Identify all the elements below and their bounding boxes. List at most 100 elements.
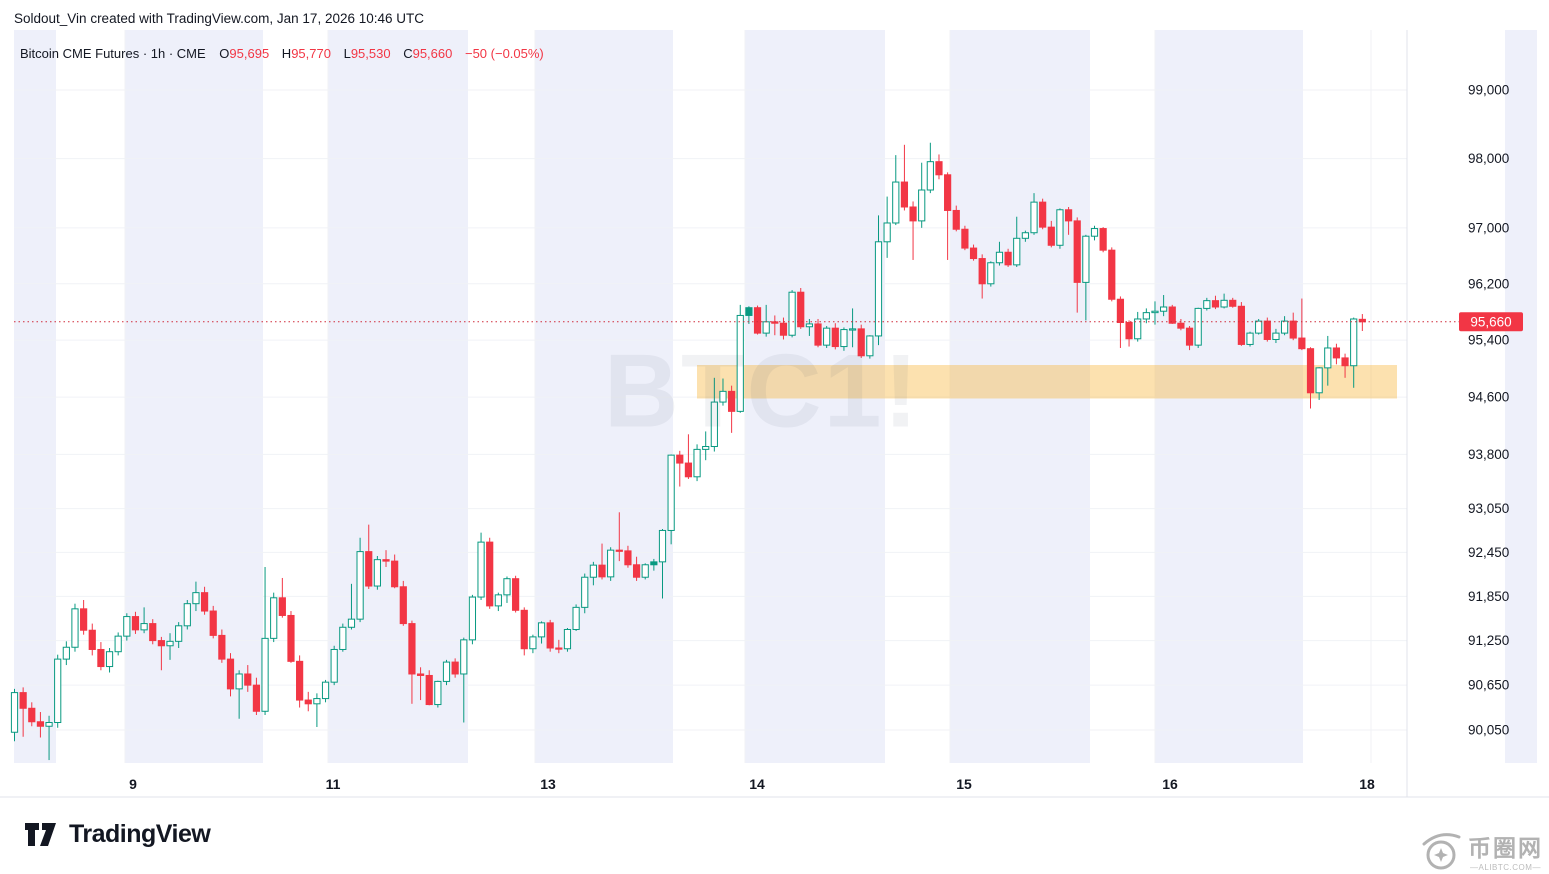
candle-body xyxy=(1306,348,1315,394)
candle-body xyxy=(235,673,243,690)
candle-body xyxy=(1151,310,1159,314)
candle-body xyxy=(339,626,347,650)
candle-body xyxy=(1220,299,1228,308)
price-axis-label: 91,850 xyxy=(1468,589,1509,604)
candle-body xyxy=(589,564,597,578)
candle-body xyxy=(969,247,978,260)
candle-body xyxy=(1142,312,1150,320)
candle-body xyxy=(10,692,19,733)
candle-body xyxy=(978,258,986,285)
candle-body xyxy=(36,721,45,727)
high-label: H xyxy=(281,46,292,61)
candle-body xyxy=(779,322,788,336)
candle-body xyxy=(503,578,511,596)
candle-body xyxy=(883,222,891,243)
symbol-watermark: BTC1! xyxy=(603,333,921,450)
highlight-zone xyxy=(697,365,1397,399)
candle-body xyxy=(1185,327,1194,346)
candle-body xyxy=(935,161,943,176)
candle-body xyxy=(1134,318,1142,340)
candle-body xyxy=(1004,251,1012,266)
price-axis-label: 96,200 xyxy=(1468,276,1509,291)
candle-body xyxy=(321,681,330,700)
tradingview-logo-icon xyxy=(25,822,56,846)
candle-body xyxy=(693,448,701,478)
candle-body xyxy=(615,549,623,552)
time-axis-label: 11 xyxy=(326,776,341,792)
candle-body xyxy=(926,161,934,191)
candle-body xyxy=(797,291,805,328)
candle-body xyxy=(140,623,148,631)
time-axis-label: 14 xyxy=(749,776,765,792)
price-axis-label: 93,800 xyxy=(1468,447,1509,462)
low-label: L xyxy=(343,46,351,61)
candle-body xyxy=(468,596,477,641)
candle-body xyxy=(460,639,468,675)
candle-body xyxy=(1255,320,1263,334)
candle-body xyxy=(252,684,261,712)
candle-body xyxy=(270,597,278,639)
candle-body xyxy=(581,576,589,608)
candle-body xyxy=(45,722,53,727)
candle-body xyxy=(537,622,546,638)
low-value: 95,530 xyxy=(350,46,391,61)
candle-body xyxy=(918,189,926,222)
site-watermark: 币圈网 —ALIBTC.COM— xyxy=(1420,828,1543,872)
candle-body xyxy=(831,327,839,348)
candle-body xyxy=(607,549,615,578)
candle-body xyxy=(1168,306,1176,324)
last-price-badge xyxy=(1459,312,1523,332)
candle-body xyxy=(1246,332,1254,345)
candle-body xyxy=(1090,228,1099,237)
candle-body xyxy=(166,640,174,647)
candle-body xyxy=(442,661,451,682)
candle-body xyxy=(987,262,995,285)
candle-body xyxy=(900,181,909,208)
time-axis-label: 15 xyxy=(956,776,972,792)
candle-body xyxy=(563,628,572,650)
candle-body xyxy=(745,307,753,316)
site-watermark-icon xyxy=(1422,833,1461,870)
candle-body xyxy=(175,625,183,642)
time-axis-label: 9 xyxy=(129,776,137,792)
candle-body xyxy=(200,592,209,612)
candle-body xyxy=(572,606,580,630)
candle-body xyxy=(952,209,960,230)
candle-body xyxy=(823,327,831,346)
candle-body xyxy=(1332,347,1341,359)
candle-body xyxy=(1194,307,1202,346)
candle-body xyxy=(131,616,140,631)
candle-body xyxy=(788,291,796,336)
tradingview-logo[interactable]: TradingView xyxy=(25,820,211,849)
candle-body xyxy=(1064,209,1073,222)
candle-body xyxy=(365,551,373,587)
candle-body xyxy=(1056,209,1064,246)
candle-body xyxy=(546,622,554,649)
candle-body xyxy=(218,634,226,660)
candle-body xyxy=(1324,347,1332,369)
candle-body xyxy=(451,661,459,675)
tradingview-logo-text: TradingView xyxy=(69,820,211,848)
candle-body xyxy=(54,658,62,724)
symbol-title[interactable]: Bitcoin CME Futures · 1h · CME xyxy=(20,46,206,61)
price-axis-label: 95,400 xyxy=(1468,333,1509,348)
time-scale[interactable] xyxy=(0,763,1407,797)
candle-body xyxy=(434,680,442,706)
candle-body xyxy=(1047,226,1055,246)
candle-body xyxy=(183,603,191,627)
time-axis-label: 16 xyxy=(1162,776,1178,792)
candle-body xyxy=(1229,299,1237,307)
candle-body xyxy=(391,560,399,588)
price-axis-label: 90,050 xyxy=(1468,723,1509,738)
candle-body xyxy=(80,608,88,631)
candle-body xyxy=(529,636,537,650)
price-scale[interactable] xyxy=(1407,30,1549,763)
candle-body xyxy=(598,564,606,578)
change-value: −50 (−0.05%) xyxy=(464,46,544,61)
candle-body xyxy=(1177,322,1185,329)
candle-body xyxy=(840,329,848,348)
candle-body xyxy=(296,660,304,701)
candle-body xyxy=(287,614,295,662)
